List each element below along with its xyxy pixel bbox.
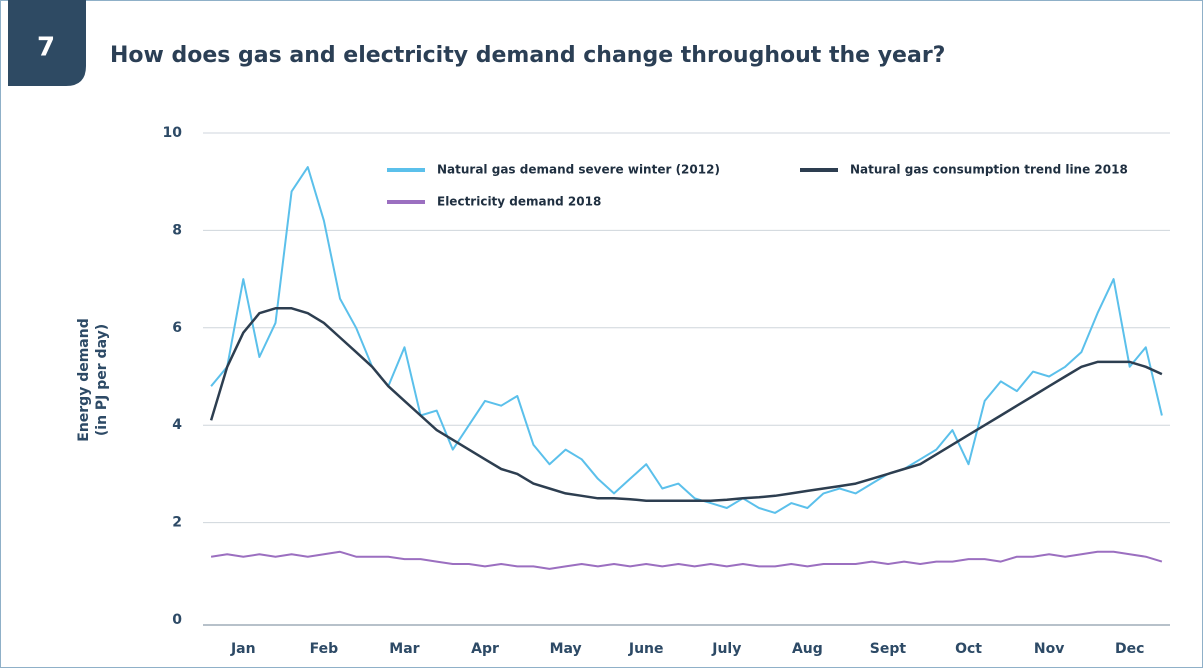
section-badge [8, 0, 86, 86]
legend-label: Electricity demand 2018 [437, 195, 601, 209]
x-tick-label: July [711, 641, 741, 657]
x-tick-label: Dec [1115, 641, 1144, 657]
y-axis-label: (in PJ per day) [94, 324, 110, 436]
x-tick-label: Aug [792, 641, 823, 657]
y-axis-label: Energy demand [76, 318, 92, 442]
x-tick-label: Jan [230, 641, 256, 657]
series-line [210, 550, 1163, 570]
x-tick-label: Mar [389, 641, 419, 657]
x-tick-label: Nov [1034, 641, 1064, 657]
legend-label: Natural gas demand severe winter (2012) [437, 163, 720, 177]
series-line [210, 166, 1163, 514]
y-tick-label: 6 [172, 320, 182, 336]
series-line [209, 307, 1163, 502]
x-tick-label: Oct [955, 641, 982, 657]
x-tick-label: May [550, 641, 582, 657]
section-number: 7 [37, 33, 55, 63]
y-tick-label: 2 [172, 515, 182, 531]
legend-label: Natural gas consumption trend line 2018 [850, 163, 1128, 177]
x-tick-label: Sept [870, 641, 907, 657]
x-tick-label: Apr [471, 641, 499, 657]
y-tick-label: 4 [172, 417, 182, 433]
y-tick-label: 0 [172, 612, 182, 628]
x-tick-label: Feb [310, 641, 339, 657]
x-tick-label: June [628, 641, 664, 657]
y-tick-label: 8 [172, 222, 182, 238]
y-tick-label: 10 [163, 125, 183, 141]
chart-title: How does gas and electricity demand chan… [110, 43, 945, 68]
